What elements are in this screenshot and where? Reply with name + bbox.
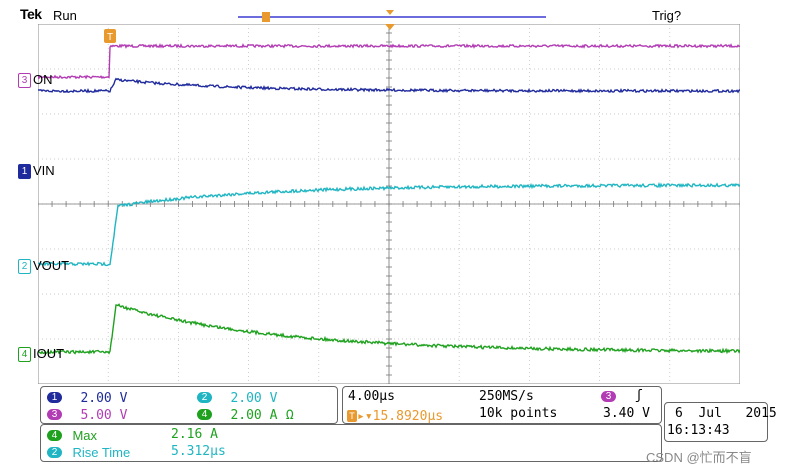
channel-2-waveform bbox=[38, 181, 740, 267]
measurement-value: 5.312µs bbox=[171, 444, 226, 459]
measurement-panel[interactable]: 4 Max 2.16 A 2 Rise Time 5.312µs bbox=[40, 424, 662, 462]
channel-4-badge: 4 bbox=[18, 347, 31, 363]
watermark: CSDN @忙而不盲 bbox=[646, 450, 752, 465]
ch2-scale[interactable]: 2 2.00 V bbox=[197, 389, 277, 407]
record-length: 10k points bbox=[479, 406, 558, 421]
trigger-position: T ▸▾15.8920µs bbox=[347, 407, 443, 425]
trigger-marker-icon: T bbox=[104, 24, 395, 43]
date: 6 Jul 2015 bbox=[675, 406, 777, 421]
waveforms bbox=[38, 43, 740, 355]
record-position-bar[interactable] bbox=[236, 8, 548, 24]
trigger-state: Trig? bbox=[652, 8, 682, 23]
svg-text:T: T bbox=[107, 32, 113, 43]
ch3-scale[interactable]: 3 5.00 V bbox=[47, 406, 127, 424]
datetime-panel: 6 Jul 2015 16:13:43 bbox=[664, 402, 777, 442]
expansion-point-icon bbox=[386, 10, 394, 15]
time: 16:13:43 bbox=[667, 423, 730, 438]
channel-1-label[interactable]: 1 VIN bbox=[18, 163, 55, 180]
channel-4-label[interactable]: 4 IOUT bbox=[18, 346, 64, 363]
ch1-scale[interactable]: 1 2.00 V bbox=[47, 389, 127, 407]
channel-3-waveform bbox=[38, 43, 740, 80]
waveform-display[interactable]: T bbox=[38, 24, 740, 384]
trigger-slope-icon: ʃ bbox=[635, 388, 643, 403]
ch4-scale[interactable]: 4 2.00 A Ω bbox=[197, 406, 294, 424]
channel-2-badge: 2 bbox=[18, 259, 31, 275]
timebase-panel[interactable]: 4.00µs 250MS/s 3 ʃ T ▸▾15.8920µs 10k poin… bbox=[342, 386, 662, 424]
trigger-position-icon bbox=[262, 12, 270, 22]
top-status-bar: Tek Run Trig? bbox=[0, 0, 798, 24]
measurement-value: 2.16 A bbox=[171, 427, 218, 442]
time-per-div: 4.00µs bbox=[348, 389, 395, 404]
channel-1-waveform bbox=[38, 77, 740, 94]
trigger-level: 3.40 V bbox=[603, 406, 650, 421]
channel-2-label[interactable]: 2 VOUT bbox=[18, 258, 69, 275]
channel-1-badge: 1 bbox=[18, 164, 31, 180]
vertical-scale-panel[interactable]: 1 2.00 V 2 2.00 V 3 5.00 V 4 2.00 A Ω bbox=[40, 386, 338, 424]
brand-logo: Tek bbox=[20, 6, 42, 22]
acquisition-status: Run bbox=[53, 8, 77, 23]
measurement-row[interactable]: 4 Max bbox=[47, 427, 97, 445]
measurement-row[interactable]: 2 Rise Time bbox=[47, 444, 130, 462]
channel-3-label[interactable]: 3 ON bbox=[18, 72, 53, 89]
trigger-source-badge: 3 bbox=[601, 391, 616, 402]
sample-rate: 250MS/s bbox=[479, 389, 534, 404]
channel-3-badge: 3 bbox=[18, 73, 31, 89]
channel-4-waveform bbox=[38, 303, 740, 355]
